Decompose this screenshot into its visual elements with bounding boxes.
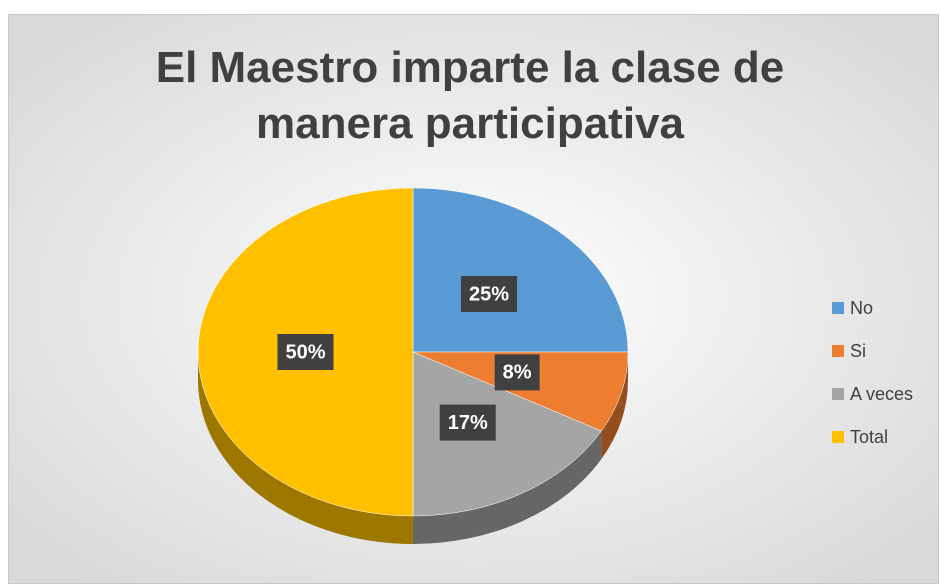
pie-side [413,431,602,544]
legend-label: A veces [850,384,913,404]
data-label-box [439,404,496,441]
legend: No Si A veces Total [832,298,913,447]
data-labels: 25% 8% 17% 50% [277,276,540,441]
pie-side [601,352,628,460]
chart-title: El Maestro imparte la clase de manera pa… [155,43,785,148]
legend-swatch [832,431,844,443]
legend-swatch [832,345,844,357]
legend-label: Total [850,427,888,447]
data-label-box [494,354,540,391]
legend-label: No [850,298,873,318]
data-label-box [460,276,518,313]
pie-side [198,352,413,544]
pie-slice [412,351,629,432]
data-label: 50% [285,341,325,363]
legend-label: Si [850,341,866,361]
data-label: 8% [503,362,532,384]
data-label: 17% [448,412,488,434]
legend-swatch [832,388,844,400]
data-label-box [277,334,334,370]
pie-sides [198,352,628,544]
pie-tops [197,187,629,517]
legend-swatch [832,302,844,314]
data-label: 25% [469,283,509,305]
pie-slice [412,351,602,517]
